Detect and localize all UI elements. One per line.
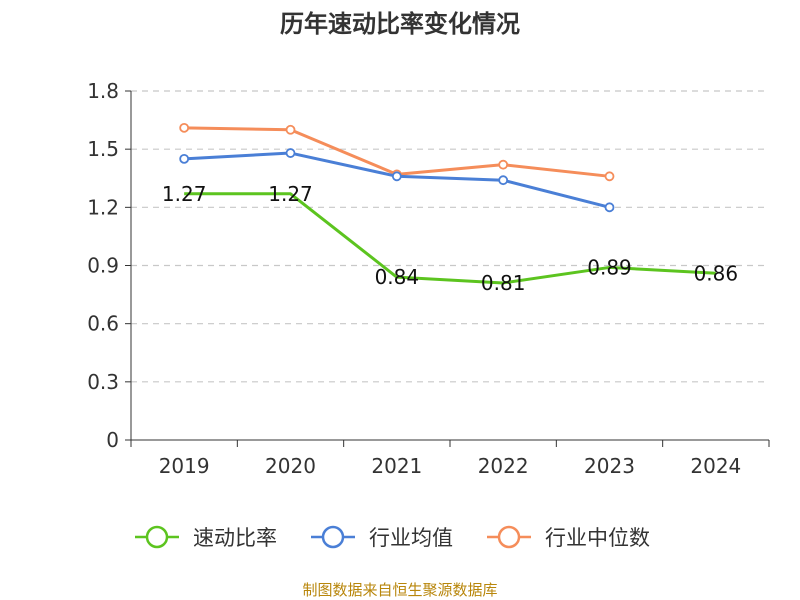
- series-point: [285, 124, 296, 135]
- y-tick-label: 1.5: [87, 137, 119, 161]
- series-point: [498, 159, 509, 170]
- y-tick-label: 0: [106, 428, 119, 452]
- series-point: [604, 202, 615, 213]
- data-label: 0.86: [694, 261, 739, 285]
- x-tick-label: 2022: [478, 454, 529, 478]
- x-tick-label: 2021: [371, 454, 422, 478]
- legend-swatch-marker: [145, 525, 169, 549]
- data-label: 0.89: [587, 255, 632, 279]
- legend: 速动比率 行业均值 行业中位数: [135, 525, 650, 550]
- x-tick-label: 2020: [265, 454, 316, 478]
- grid-lines: [131, 90, 769, 383]
- data-labels: 1.27 1.27 0.84 0.81 0.89 0.86: [162, 182, 738, 295]
- y-tick-label: 1.2: [87, 195, 119, 219]
- legend-swatch-marker: [321, 525, 345, 549]
- y-tick-label: 0.6: [87, 312, 119, 336]
- y-tick-label: 1.8: [87, 79, 119, 103]
- series-line-3: [184, 126, 610, 178]
- data-label: 0.84: [375, 265, 420, 289]
- legend-item: 速动比率: [135, 525, 277, 550]
- chart-title: 历年速动比率变化情况: [280, 10, 520, 38]
- legend-label: 行业均值: [369, 526, 453, 550]
- legend-label: 速动比率: [193, 526, 277, 550]
- series-point: [604, 171, 615, 182]
- series-layer: [179, 122, 716, 285]
- series-point: [179, 122, 190, 133]
- y-tick-label: 0.3: [87, 370, 119, 394]
- legend-item: 行业中位数: [487, 525, 650, 550]
- x-tick-label: 2023: [584, 454, 635, 478]
- series-point: [285, 148, 296, 158]
- series-line-1: [184, 192, 716, 285]
- x-tick-label: 2024: [690, 454, 741, 478]
- series-point: [391, 171, 402, 182]
- series-point: [498, 175, 509, 186]
- y-tick-label: 0.9: [87, 254, 119, 278]
- x-tick-label: 2019: [159, 454, 210, 478]
- data-label: 1.27: [162, 182, 207, 206]
- series-point: [179, 153, 190, 164]
- data-label: 0.81: [481, 271, 526, 295]
- source-note: 制图数据来自恒生聚源数据库: [302, 581, 497, 599]
- legend-item: 行业均值: [311, 525, 453, 550]
- legend-label: 行业中位数: [545, 526, 650, 550]
- legend-swatch-marker: [497, 525, 521, 549]
- axes: 0 0.3 0.6 0.9 1.2 1.5 1.8 2019 2020 2021 2022 2023 2…: [87, 79, 770, 478]
- data-label: 1.27: [268, 182, 313, 206]
